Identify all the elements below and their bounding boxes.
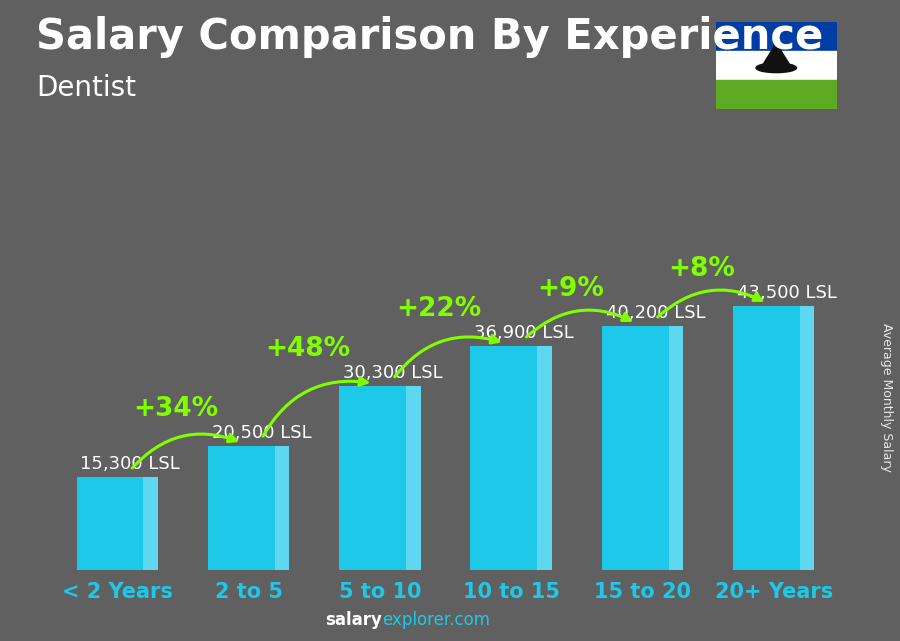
Text: 15,300 LSL: 15,300 LSL xyxy=(80,455,180,473)
Bar xyxy=(208,446,289,570)
Text: +34%: +34% xyxy=(134,395,219,422)
Bar xyxy=(339,387,420,570)
Text: +22%: +22% xyxy=(396,296,482,322)
Bar xyxy=(716,80,837,109)
Bar xyxy=(602,326,683,570)
Bar xyxy=(406,387,420,570)
Text: explorer.com: explorer.com xyxy=(382,612,491,629)
Bar xyxy=(76,478,158,570)
Bar xyxy=(734,306,815,570)
Bar xyxy=(800,306,814,570)
Bar xyxy=(716,22,837,51)
Bar xyxy=(537,346,552,570)
Bar xyxy=(471,346,552,570)
Text: 20,500 LSL: 20,500 LSL xyxy=(212,424,311,442)
Text: +9%: +9% xyxy=(536,276,604,302)
Text: Average Monthly Salary: Average Monthly Salary xyxy=(880,323,893,472)
Bar xyxy=(143,478,157,570)
Circle shape xyxy=(774,42,778,47)
Text: 36,900 LSL: 36,900 LSL xyxy=(474,324,574,342)
Text: 40,200 LSL: 40,200 LSL xyxy=(606,304,706,322)
Bar xyxy=(274,446,289,570)
Polygon shape xyxy=(760,43,792,68)
Text: salary: salary xyxy=(326,612,382,629)
Text: 43,500 LSL: 43,500 LSL xyxy=(737,284,837,302)
Ellipse shape xyxy=(756,63,796,72)
Text: 30,300 LSL: 30,300 LSL xyxy=(343,364,443,382)
Bar xyxy=(669,326,683,570)
Text: Dentist: Dentist xyxy=(36,74,136,102)
Text: +48%: +48% xyxy=(266,336,350,362)
Text: Salary Comparison By Experience: Salary Comparison By Experience xyxy=(36,16,824,58)
Bar xyxy=(716,51,837,80)
Text: +8%: +8% xyxy=(668,256,735,282)
